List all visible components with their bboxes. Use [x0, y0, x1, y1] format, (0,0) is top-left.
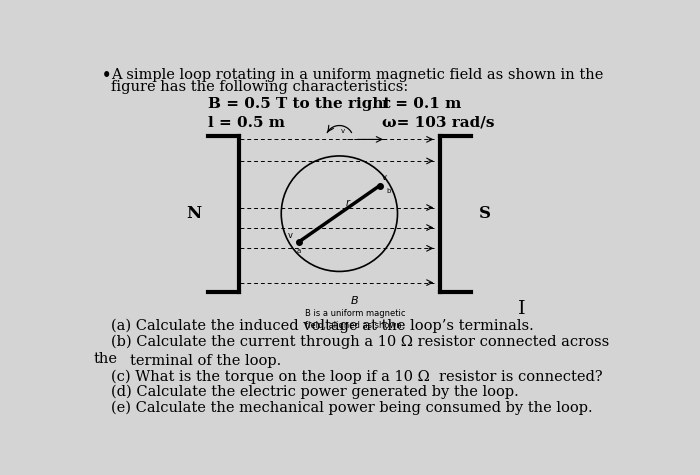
Text: (e) Calculate the mechanical power being consumed by the loop.: (e) Calculate the mechanical power being… [111, 400, 592, 415]
Text: (a) Calculate the induced voltage at the loop’s terminals.: (a) Calculate the induced voltage at the… [111, 319, 533, 333]
Text: ω= 103 rad/s: ω= 103 rad/s [382, 115, 494, 130]
Text: B is a uniform magnetic
field, aligned as shown.: B is a uniform magnetic field, aligned a… [304, 309, 405, 330]
Text: B: B [351, 296, 358, 306]
Text: (c) What is the torque on the loop if a 10 Ω  resistor is connected?: (c) What is the torque on the loop if a … [111, 370, 603, 384]
Text: A simple loop rotating in a uniform magnetic field as shown in the: A simple loop rotating in a uniform magn… [111, 68, 603, 82]
Text: the: the [94, 352, 118, 366]
Text: S: S [479, 205, 491, 222]
Text: N: N [186, 205, 201, 222]
Text: b: b [386, 188, 391, 194]
Text: (b) Calculate the current through a 10 Ω resistor connected across: (b) Calculate the current through a 10 Ω… [111, 334, 609, 349]
Text: v: v [382, 173, 387, 182]
Text: r = 0.1 m: r = 0.1 m [382, 97, 461, 111]
Text: I: I [518, 300, 525, 318]
Text: (d) Calculate the electric power generated by the loop.: (d) Calculate the electric power generat… [111, 385, 519, 399]
Text: terminal of the loop.: terminal of the loop. [130, 354, 281, 368]
Text: a: a [297, 248, 301, 254]
Text: •: • [102, 68, 111, 83]
Text: r: r [346, 198, 349, 208]
Text: B = 0.5 T to the right: B = 0.5 T to the right [208, 97, 390, 111]
Text: figure has the following characteristics:: figure has the following characteristics… [111, 80, 408, 94]
Text: l = 0.5 m: l = 0.5 m [208, 115, 285, 130]
Text: v: v [341, 128, 345, 134]
Text: v: v [288, 230, 293, 239]
